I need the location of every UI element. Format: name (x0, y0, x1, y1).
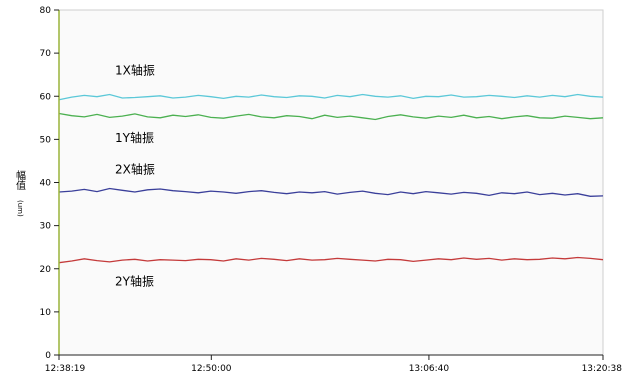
series-label-2: 1Y轴振 (115, 130, 154, 145)
x-tick-label: 12:50:00 (191, 364, 232, 374)
x-tick-label: 12:38:19 (45, 364, 86, 374)
series-label-4: 2Y轴振 (115, 274, 154, 289)
y-axis-unit-text: (um) (16, 200, 24, 217)
y-tick-label: 30 (40, 222, 52, 232)
series-line-1 (58, 93, 604, 101)
x-axis-ticks: 12:38:19 12:50:00 13:06:40 13:20:38 (45, 355, 622, 374)
y-axis-ticks: 0 10 20 30 40 50 60 70 80 (40, 6, 59, 361)
series-label-3: 2X轴振 (115, 162, 155, 177)
y-tick-label: 40 (40, 179, 52, 189)
y-tick-label: 10 (40, 308, 52, 318)
series-layer (58, 93, 604, 264)
y-tick-label: 70 (40, 49, 52, 59)
y-tick-label: 0 (45, 351, 51, 361)
series-line-2 (58, 112, 604, 121)
series-label-1: 1X轴振 (115, 62, 155, 77)
x-tick-label: 13:06:40 (409, 364, 450, 374)
series-line-3 (58, 187, 604, 197)
plot-area (58, 9, 604, 356)
x-tick-label: 13:20:38 (582, 364, 623, 374)
y-tick-label: 50 (40, 135, 52, 145)
y-tick-label: 60 (40, 92, 52, 102)
y-tick-label: 80 (40, 6, 52, 16)
y-axis-title: 幅值 (um) (14, 169, 26, 217)
series-labels: 1X轴振 1Y轴振 2X轴振 2Y轴振 (115, 62, 155, 288)
y-tick-label: 20 (40, 265, 52, 275)
series-line-4 (58, 256, 604, 264)
y-axis-title-text: 幅值 (14, 169, 26, 191)
